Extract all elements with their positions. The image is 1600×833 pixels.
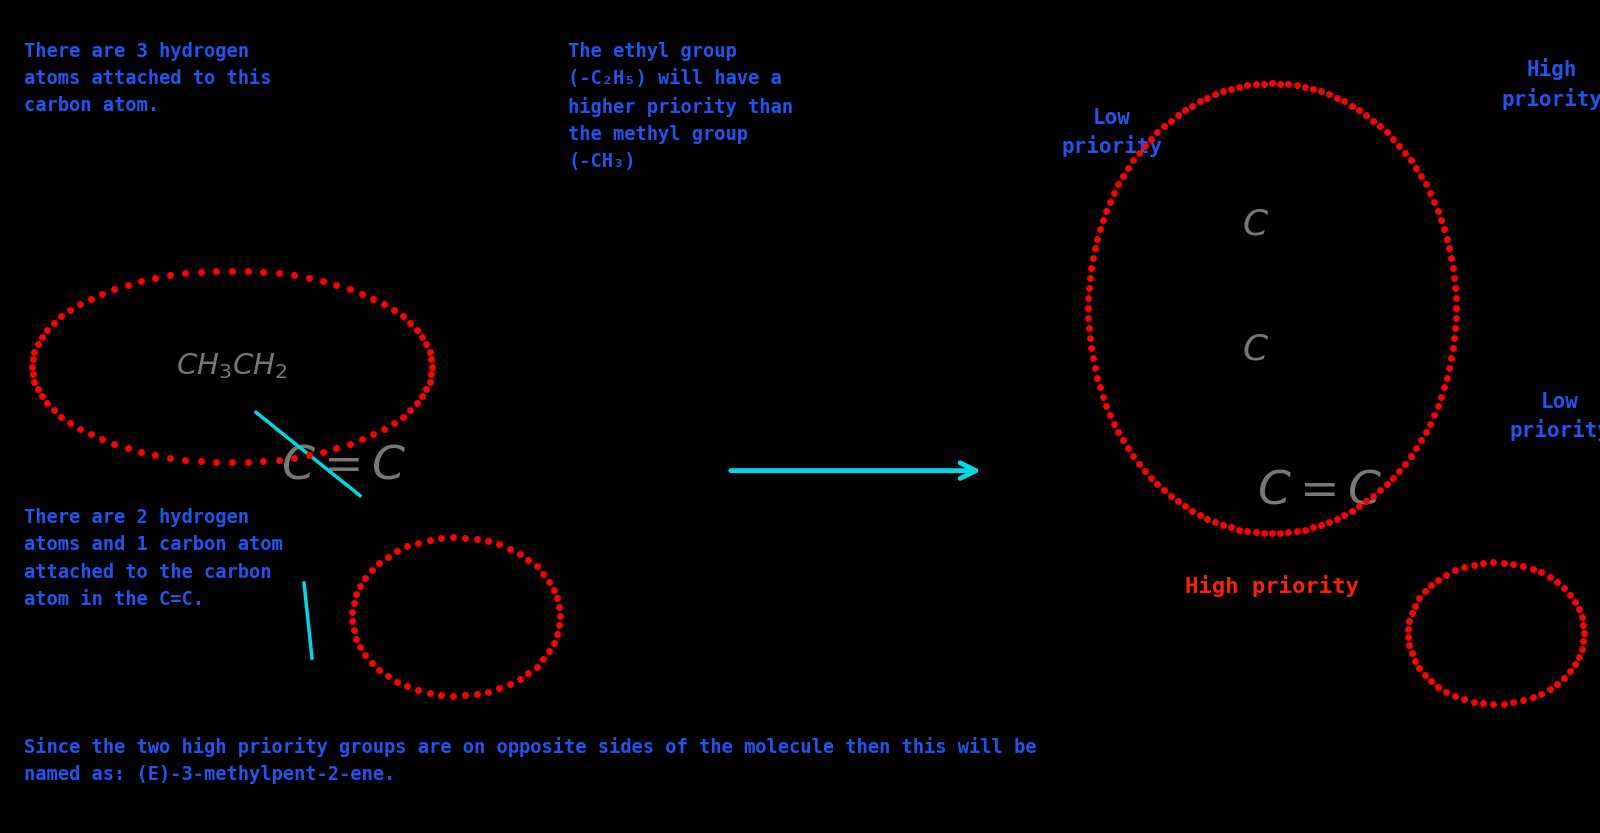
Text: Low
priority: Low priority (1061, 108, 1163, 157)
Text: $\mathit{C}$: $\mathit{C}$ (1243, 208, 1269, 242)
Text: Low
priority: Low priority (1509, 392, 1600, 441)
Text: There are 3 hydrogen
atoms attached to this
carbon atom.: There are 3 hydrogen atoms attached to t… (24, 42, 272, 115)
Text: There are 2 hydrogen
atoms and 1 carbon atom
attached to the carbon
atom in the : There are 2 hydrogen atoms and 1 carbon … (24, 508, 283, 609)
Text: Since the two high priority groups are on opposite sides of the molecule then th: Since the two high priority groups are o… (24, 737, 1037, 785)
Text: High priority: High priority (1186, 575, 1358, 596)
Text: $\mathit{C}$: $\mathit{C}$ (1243, 333, 1269, 367)
Text: The ethyl group
(-C₂H₅) will have a
higher priority than
the methyl group
(-CH₃): The ethyl group (-C₂H₅) will have a high… (568, 42, 794, 172)
Text: $\mathit{C{=}C}$: $\mathit{C{=}C}$ (282, 444, 406, 489)
Text: High
priority: High priority (1501, 58, 1600, 109)
Text: $\mathit{CH_3CH_2}$: $\mathit{CH_3CH_2}$ (176, 352, 288, 382)
Text: $\mathit{C{=}C}$: $\mathit{C{=}C}$ (1258, 469, 1382, 514)
